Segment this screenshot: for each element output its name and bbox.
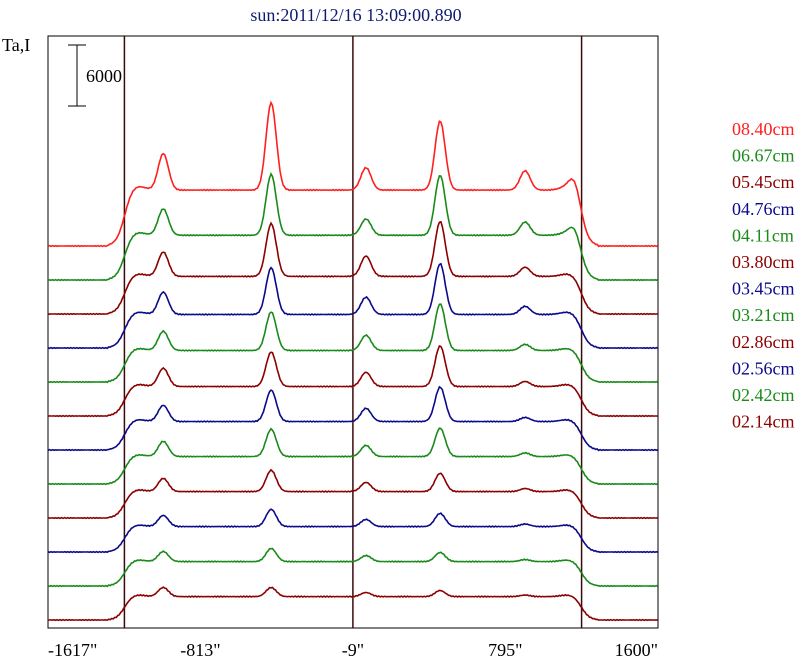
x-tick-label: -1617" bbox=[48, 640, 97, 660]
y-axis-label: Ta,I bbox=[2, 35, 30, 55]
x-tick-label: -813" bbox=[180, 640, 220, 660]
series-line-06.67cm bbox=[47, 171, 659, 282]
legend-entry: 03.21cm bbox=[732, 305, 795, 325]
series-line-03.21cm bbox=[47, 427, 659, 486]
series-line-03.45cm bbox=[47, 385, 659, 452]
legend: 08.40cm 06.67cm 05.45cm 04.76cm 04.11cm 03.80… bbox=[732, 119, 795, 432]
x-tick-label: 1600" bbox=[615, 640, 658, 660]
legend-entry: 06.67cm bbox=[732, 146, 795, 166]
series-line-04.11cm bbox=[47, 303, 659, 384]
x-tick-label: 795" bbox=[488, 640, 522, 660]
legend-entry: 05.45cm bbox=[732, 172, 795, 192]
legend-entry: 02.14cm bbox=[732, 412, 795, 432]
legend-entry: 03.45cm bbox=[732, 279, 795, 299]
series-line-08.40cm bbox=[47, 100, 659, 248]
legend-entry: 08.40cm bbox=[732, 119, 795, 139]
series-line-02.42cm bbox=[47, 547, 659, 588]
x-tick-label: -9" bbox=[342, 640, 364, 660]
legend-entry: 02.42cm bbox=[732, 385, 795, 405]
legend-entry: 04.11cm bbox=[732, 225, 794, 245]
series-line-02.86cm bbox=[47, 468, 658, 520]
chart-title: sun:2011/12/16 13:09:00.890 bbox=[250, 5, 461, 25]
series-line-02.14cm bbox=[47, 586, 658, 622]
scale-bar: 6000 bbox=[68, 44, 122, 107]
series-line-05.45cm bbox=[47, 220, 658, 316]
legend-entry: 02.56cm bbox=[732, 358, 795, 378]
series-line-04.76cm bbox=[47, 262, 659, 350]
legend-entry: 02.86cm bbox=[732, 332, 795, 352]
series-lines bbox=[47, 100, 659, 622]
legend-entry: 03.80cm bbox=[732, 252, 795, 272]
legend-entry: 04.76cm bbox=[732, 199, 795, 219]
series-line-03.80cm bbox=[47, 344, 658, 418]
x-tick-labels: -1617" -813" -9" 795" 1600" bbox=[48, 640, 658, 660]
series-line-02.56cm bbox=[47, 508, 659, 554]
scale-bar-label: 6000 bbox=[86, 66, 122, 86]
vertical-reference-lines bbox=[123, 36, 583, 628]
